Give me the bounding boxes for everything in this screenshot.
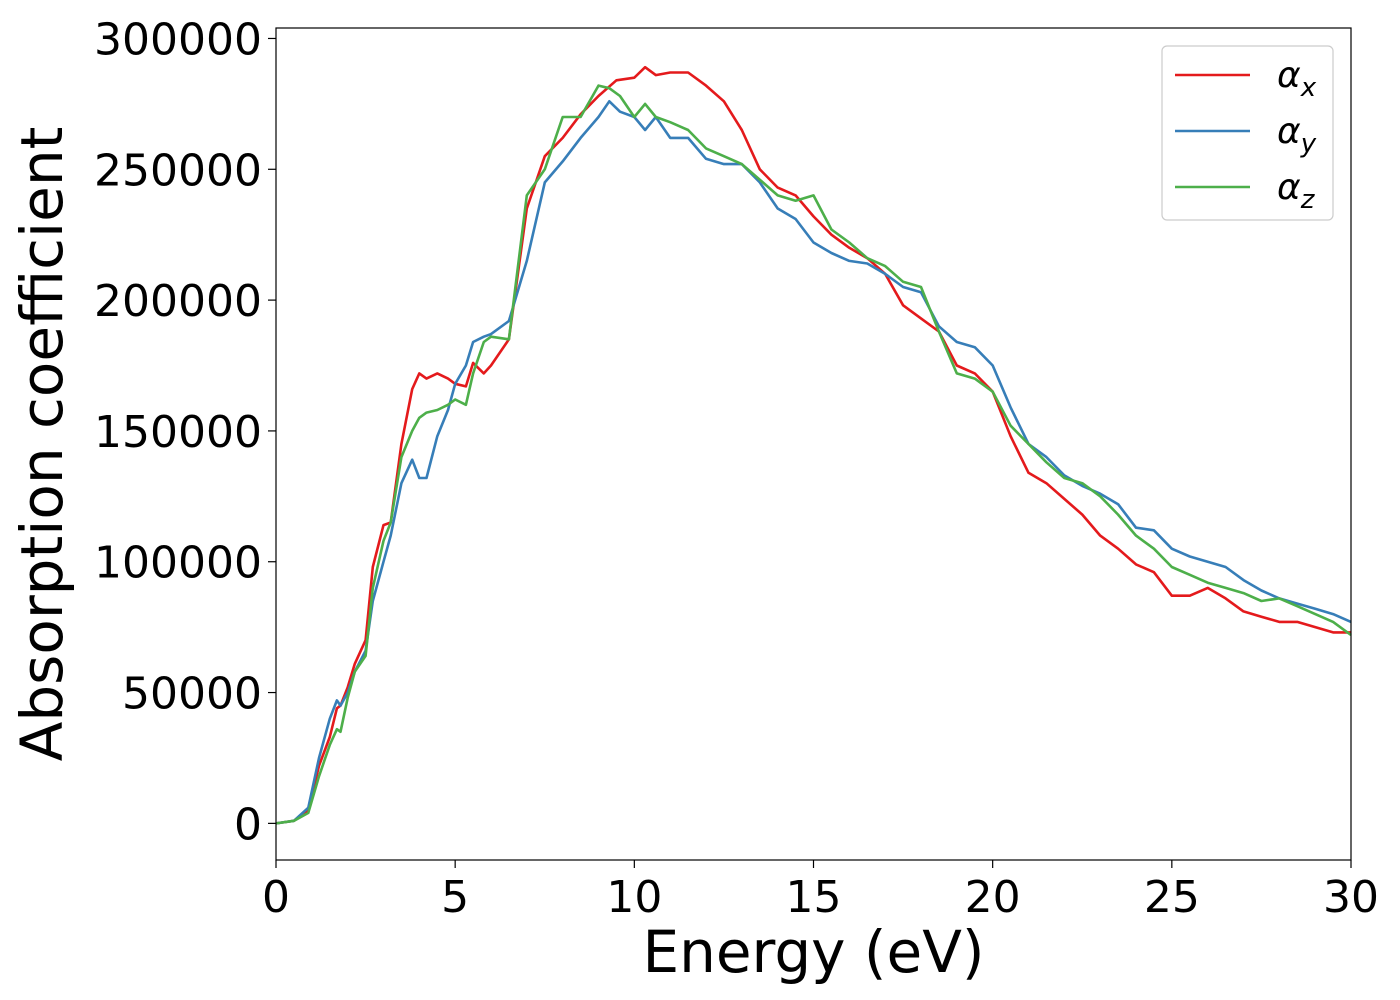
y-tick-label: 250000 <box>94 145 262 196</box>
x-tick-label: 25 <box>1144 872 1200 923</box>
x-tick-label: 15 <box>786 872 842 923</box>
y-axis: 0 50000 100000 150000 200000 250000 300000 <box>94 14 276 850</box>
x-tick-label: 0 <box>262 872 290 923</box>
legend-subscript: z <box>1300 185 1316 215</box>
y-tick-label: 100000 <box>94 538 262 589</box>
y-axis-label: Absorption coefficient <box>8 127 76 762</box>
legend-subscript: y <box>1300 129 1317 159</box>
y-tick-label: 300000 <box>94 14 262 65</box>
y-tick-label: 150000 <box>94 407 262 458</box>
x-tick-label: 20 <box>965 872 1021 923</box>
x-tick-label: 5 <box>441 872 469 923</box>
legend-subscript: x <box>1300 73 1317 103</box>
plot-lines <box>275 65 1352 825</box>
legend-box <box>1161 45 1334 221</box>
x-tick-label: 10 <box>606 872 662 923</box>
x-tick-label: 30 <box>1323 872 1379 923</box>
y-tick-label: 0 <box>234 799 262 850</box>
y-tick-label: 200000 <box>94 276 262 327</box>
x-axis: 0 5 10 15 20 25 30 <box>262 860 1379 923</box>
series-line-z <box>275 84 1352 825</box>
legend-label-z: αz <box>1277 167 1316 215</box>
series-line-y <box>275 100 1352 825</box>
x-axis-label: Energy (eV) <box>642 918 984 986</box>
y-tick-label: 50000 <box>122 669 262 720</box>
